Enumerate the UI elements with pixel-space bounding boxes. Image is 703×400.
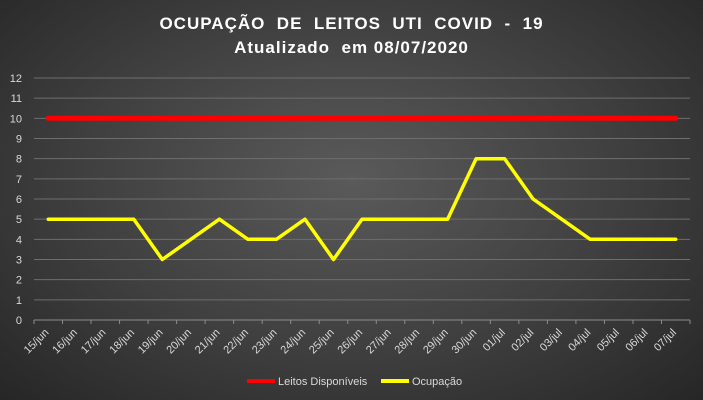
x-tick-label: 30/jun bbox=[450, 327, 480, 357]
y-tick-label: 5 bbox=[16, 214, 22, 226]
y-tick-label: 3 bbox=[16, 255, 22, 267]
chart-title-line1: OCUPAÇÃO DE LEITOS UTI COVID - 19 bbox=[159, 14, 544, 33]
x-tick-label: 04/jul bbox=[566, 327, 593, 354]
x-tick-label: 21/jun bbox=[193, 327, 223, 357]
y-tick-label: 10 bbox=[10, 113, 22, 125]
y-tick-label: 0 bbox=[16, 315, 22, 327]
y-tick-label: 9 bbox=[16, 134, 22, 146]
x-tick-label: 27/jun bbox=[364, 327, 394, 357]
x-tick-label: 05/jul bbox=[595, 327, 622, 354]
x-tick-label: 28/jun bbox=[393, 327, 423, 357]
x-tick-label: 06/jul bbox=[623, 327, 650, 354]
x-tick-label: 26/jun bbox=[336, 327, 366, 357]
y-tick-label: 8 bbox=[16, 154, 22, 166]
chart-title: OCUPAÇÃO DE LEITOS UTI COVID - 19 Atuali… bbox=[0, 12, 703, 60]
chart-subtitle: Atualizado em 08/07/2020 bbox=[234, 38, 469, 57]
x-tick-label: 01/jul bbox=[481, 327, 508, 354]
x-tick-label: 17/jun bbox=[79, 327, 109, 357]
legend-label: Ocupação bbox=[412, 376, 462, 388]
y-tick-label: 11 bbox=[11, 93, 22, 105]
y-tick-label: 1 bbox=[16, 295, 22, 307]
x-tick-label: 15/jun bbox=[22, 327, 52, 357]
legend: Leitos Disponíveis Ocupação bbox=[247, 376, 462, 388]
y-tick-label: 6 bbox=[16, 194, 22, 206]
x-tick-label: 23/jun bbox=[250, 327, 280, 357]
x-tick-label: 24/jun bbox=[278, 327, 308, 357]
x-tick-label: 16/jun bbox=[50, 327, 80, 357]
x-tick-label: 07/jul bbox=[652, 327, 679, 354]
x-tick-label: 25/jun bbox=[307, 327, 337, 357]
series-lines bbox=[45, 115, 679, 262]
legend-label: Leitos Disponíveis bbox=[278, 376, 368, 388]
gridlines bbox=[34, 77, 690, 321]
series-line-1 bbox=[46, 156, 678, 262]
y-tick-label: 2 bbox=[16, 275, 22, 287]
x-tick-label: 29/jun bbox=[421, 327, 451, 357]
y-tick-label: 7 bbox=[16, 174, 22, 186]
x-tick-label: 20/jun bbox=[164, 327, 194, 357]
y-tick-label: 12 bbox=[10, 73, 22, 85]
x-tick-label: 18/jun bbox=[107, 327, 137, 357]
x-tick-label: 19/jun bbox=[136, 327, 166, 357]
x-tick-label: 02/jul bbox=[509, 327, 536, 354]
y-tick-label: 4 bbox=[16, 234, 22, 246]
x-tick-label: 22/jun bbox=[221, 327, 251, 357]
x-tick-label: 03/jul bbox=[538, 327, 565, 354]
x-axis: 15/jun16/jun17/jun18/jun19/jun20/jun21/j… bbox=[22, 320, 691, 357]
